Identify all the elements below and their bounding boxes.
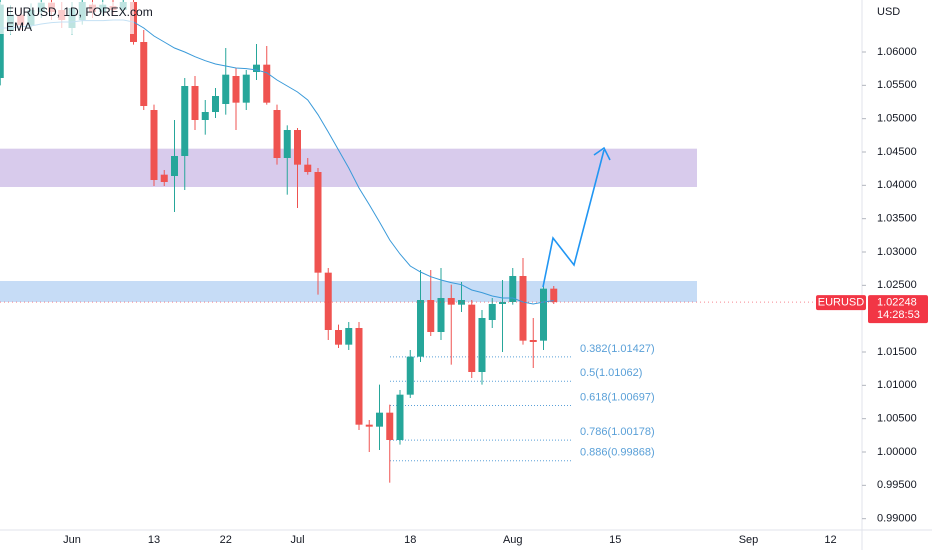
candle-body <box>376 412 383 427</box>
candle-body <box>427 300 435 332</box>
candle-body <box>519 276 527 341</box>
projection-arrow <box>542 149 605 288</box>
y-tick-label: 1.04000 <box>877 179 917 191</box>
candle-body <box>386 412 394 440</box>
x-tick-label: Aug <box>503 534 523 546</box>
fib-level-label: 0.5(1.01062) <box>580 367 642 379</box>
y-tick-label: 1.05500 <box>877 79 917 91</box>
symbol-tag <box>816 295 866 311</box>
legend-entry: EMA <box>6 20 32 34</box>
x-tick-label: 13 <box>148 534 160 546</box>
candle-body <box>345 328 353 345</box>
candle-body <box>499 302 506 304</box>
y-tick-label: 1.05000 <box>877 113 917 125</box>
x-tick-label: 15 <box>609 534 621 546</box>
y-tick-label: 1.04500 <box>877 146 917 158</box>
y-tick-label: 1.01000 <box>877 379 917 391</box>
candle-body <box>396 394 404 440</box>
candle-body <box>458 300 465 305</box>
candle-body <box>201 112 209 120</box>
countdown-label: 14:28:53 <box>877 309 920 321</box>
projection-arrowhead <box>593 146 611 161</box>
candle-body <box>550 288 558 303</box>
candle-body <box>160 174 168 182</box>
candle-body <box>253 64 260 72</box>
candle-body <box>417 300 424 357</box>
candle-body <box>365 424 373 427</box>
candle-body <box>181 86 189 156</box>
candle-body <box>478 318 486 372</box>
y-tick-label: 0.99000 <box>877 513 917 525</box>
candle-body <box>406 356 414 395</box>
axes: 1.06000 1.05500 1.05000 1.04500 1.04000 1.035… <box>63 46 917 546</box>
fib-level-label: 0.786(1.00178) <box>580 426 655 438</box>
candle-body <box>324 272 332 330</box>
candle-body <box>335 330 342 345</box>
y-tick-label: 1.03000 <box>877 246 917 258</box>
candle-body <box>263 64 271 103</box>
candle-body <box>447 298 455 305</box>
candle-body <box>150 110 158 180</box>
x-tick-label: 12 <box>824 534 836 546</box>
zone <box>0 281 697 302</box>
symbol-tag-label: EURUSD <box>818 297 865 309</box>
price-tag <box>868 295 928 324</box>
candle-body <box>232 76 240 103</box>
candle-body <box>222 74 230 104</box>
candle-body <box>294 130 301 165</box>
candle-body <box>540 288 547 341</box>
x-tick-label: Jul <box>290 534 304 546</box>
x-tick-label: Sep <box>739 534 759 546</box>
y-tick-label: 0.99500 <box>877 479 917 491</box>
y-tick-label: 1.06000 <box>877 46 917 58</box>
candle-body <box>355 328 363 425</box>
fib-level-label: 0.382(1.01427) <box>580 343 655 355</box>
candle-body <box>242 74 250 103</box>
x-tick-label: 22 <box>220 534 232 546</box>
x-tick-label: 18 <box>404 534 416 546</box>
candle-body <box>488 304 496 320</box>
candle-body <box>304 164 312 172</box>
candle-body <box>212 96 219 112</box>
chart-title: EURUSD, 1D, FOREX.com <box>6 5 153 19</box>
y-tick-label: 1.00000 <box>877 446 917 458</box>
y-tick-label: 1.00500 <box>877 413 917 425</box>
y-tick-label: 1.02500 <box>877 279 917 291</box>
candle-body <box>509 276 517 302</box>
x-tick-label: Jun <box>63 534 81 546</box>
candle-body <box>283 130 291 158</box>
fib-level-label: 0.618(1.00697) <box>580 391 655 403</box>
y-axis-label: USD <box>877 6 900 18</box>
candle-body <box>437 298 445 332</box>
candle-body <box>171 156 178 176</box>
y-tick-label: 1.03500 <box>877 213 917 225</box>
candle-body <box>314 172 322 273</box>
candle-body <box>0 4 4 79</box>
fib-level-label: 0.886(0.99868) <box>580 447 655 459</box>
candle-body <box>273 110 281 158</box>
candle-body <box>140 42 148 106</box>
candle-body <box>529 340 537 342</box>
legend-background <box>0 2 134 34</box>
price-tag-label: 1.02248 <box>877 297 917 309</box>
candle-body <box>468 304 476 372</box>
candle-body <box>191 86 199 120</box>
y-tick-label: 1.01500 <box>877 346 917 358</box>
